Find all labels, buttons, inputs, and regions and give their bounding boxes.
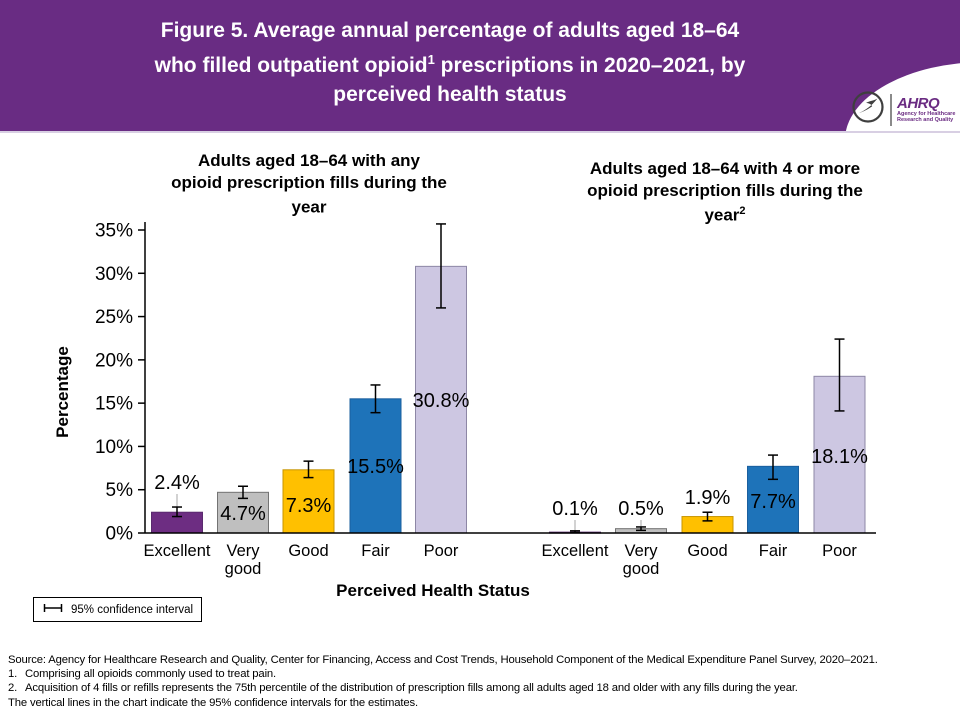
- category-label-panel1-good: Good: [288, 542, 328, 560]
- value-label-panel1-fair: 15.5%: [347, 456, 404, 478]
- footnotes: Source: Agency for Healthcare Research a…: [8, 653, 954, 710]
- value-label-panel1-very-good: 4.7%: [220, 503, 266, 525]
- category-label-panel1-very-good: Very good: [225, 542, 262, 578]
- bar-panel1-fair: [349, 398, 402, 534]
- ci-note-line: The vertical lines in the chart indicate…: [8, 696, 419, 709]
- ahrq-tagline-line2: Research and Quality: [897, 117, 954, 123]
- value-label-panel2-very-good: 0.5%: [618, 498, 664, 520]
- category-label-panel1-excellent: Excellent: [144, 542, 211, 560]
- y-tick-label-35: 35%: [95, 221, 133, 242]
- logo-divider: [890, 93, 892, 126]
- y-tick-label-20: 20%: [95, 350, 133, 371]
- value-label-panel2-good: 1.9%: [685, 487, 731, 509]
- hhs-eagle-icon: [851, 90, 885, 129]
- figure-header: Figure 5. Average annual percentage of a…: [0, 0, 960, 133]
- figure-title-line2: who filled outpatient opioid1 prescripti…: [154, 52, 746, 77]
- category-label-panel2-very-good: Very good: [623, 542, 660, 578]
- source-line: Source: Agency for Healthcare Research a…: [8, 654, 878, 666]
- figure-title-line1: Figure 5. Average annual percentage of a…: [160, 19, 740, 42]
- footnote-2: 2. Acquisition of 4 fills or refills rep…: [8, 682, 798, 695]
- y-tick-label-15: 15%: [95, 394, 133, 415]
- ahrq-wordmark: AHRQ: [897, 94, 940, 112]
- y-tick-label-30: 30%: [95, 264, 133, 285]
- category-label-panel2-fair: Fair: [759, 542, 788, 560]
- y-tick-label-5: 5%: [106, 480, 134, 501]
- category-label-panel2-good: Good: [687, 542, 727, 560]
- value-label-panel1-poor: 30.8%: [413, 390, 470, 412]
- figure-title: Figure 5. Average annual percentage of a…: [80, 16, 820, 109]
- legend-confidence-interval: 95% confidence interval: [33, 597, 203, 622]
- ahrq-logo: AHRQ Agency for Healthcare Research and …: [851, 90, 955, 129]
- value-label-panel2-excellent: 0.1%: [552, 498, 598, 520]
- footnote-1: 1. Comprising all opioids commonly used …: [8, 668, 277, 681]
- y-tick-label-0: 0%: [106, 524, 134, 545]
- y-tick-label-10: 10%: [95, 437, 133, 458]
- value-label-panel2-fair: 7.7%: [750, 491, 796, 513]
- category-label-panel1-fair: Fair: [361, 542, 390, 560]
- category-label-panel2-poor: Poor: [822, 542, 857, 560]
- value-label-panel2-poor: 18.1%: [811, 446, 868, 468]
- category-label-panel1-poor: Poor: [424, 542, 459, 560]
- category-label-panel2-excellent: Excellent: [542, 542, 609, 560]
- legend-label: 95% confidence interval: [71, 603, 194, 616]
- figure-title-line3: perceived health status: [333, 83, 567, 106]
- footnote-ref-1: 1: [427, 52, 435, 67]
- panel-title-right: Adults aged 18–64 with 4 or more opioid …: [587, 159, 863, 225]
- y-tick-label-25: 25%: [95, 307, 133, 328]
- error-bar-icon: [42, 601, 64, 619]
- value-label-panel1-excellent: 2.4%: [154, 472, 200, 494]
- ahrq-tagline-line1: Agency for Healthcare: [897, 110, 956, 117]
- bar-panel1-poor: [415, 265, 467, 534]
- value-label-panel1-good: 7.3%: [286, 495, 332, 517]
- x-axis-title: Perceived Health Status: [336, 581, 530, 600]
- panel-title-left: Adults aged 18–64 with any opioid prescr…: [171, 151, 447, 217]
- footnote-ref-2: 2: [739, 205, 746, 217]
- ahrq-wordmark-block: AHRQ Agency for Healthcare Research and …: [897, 96, 955, 124]
